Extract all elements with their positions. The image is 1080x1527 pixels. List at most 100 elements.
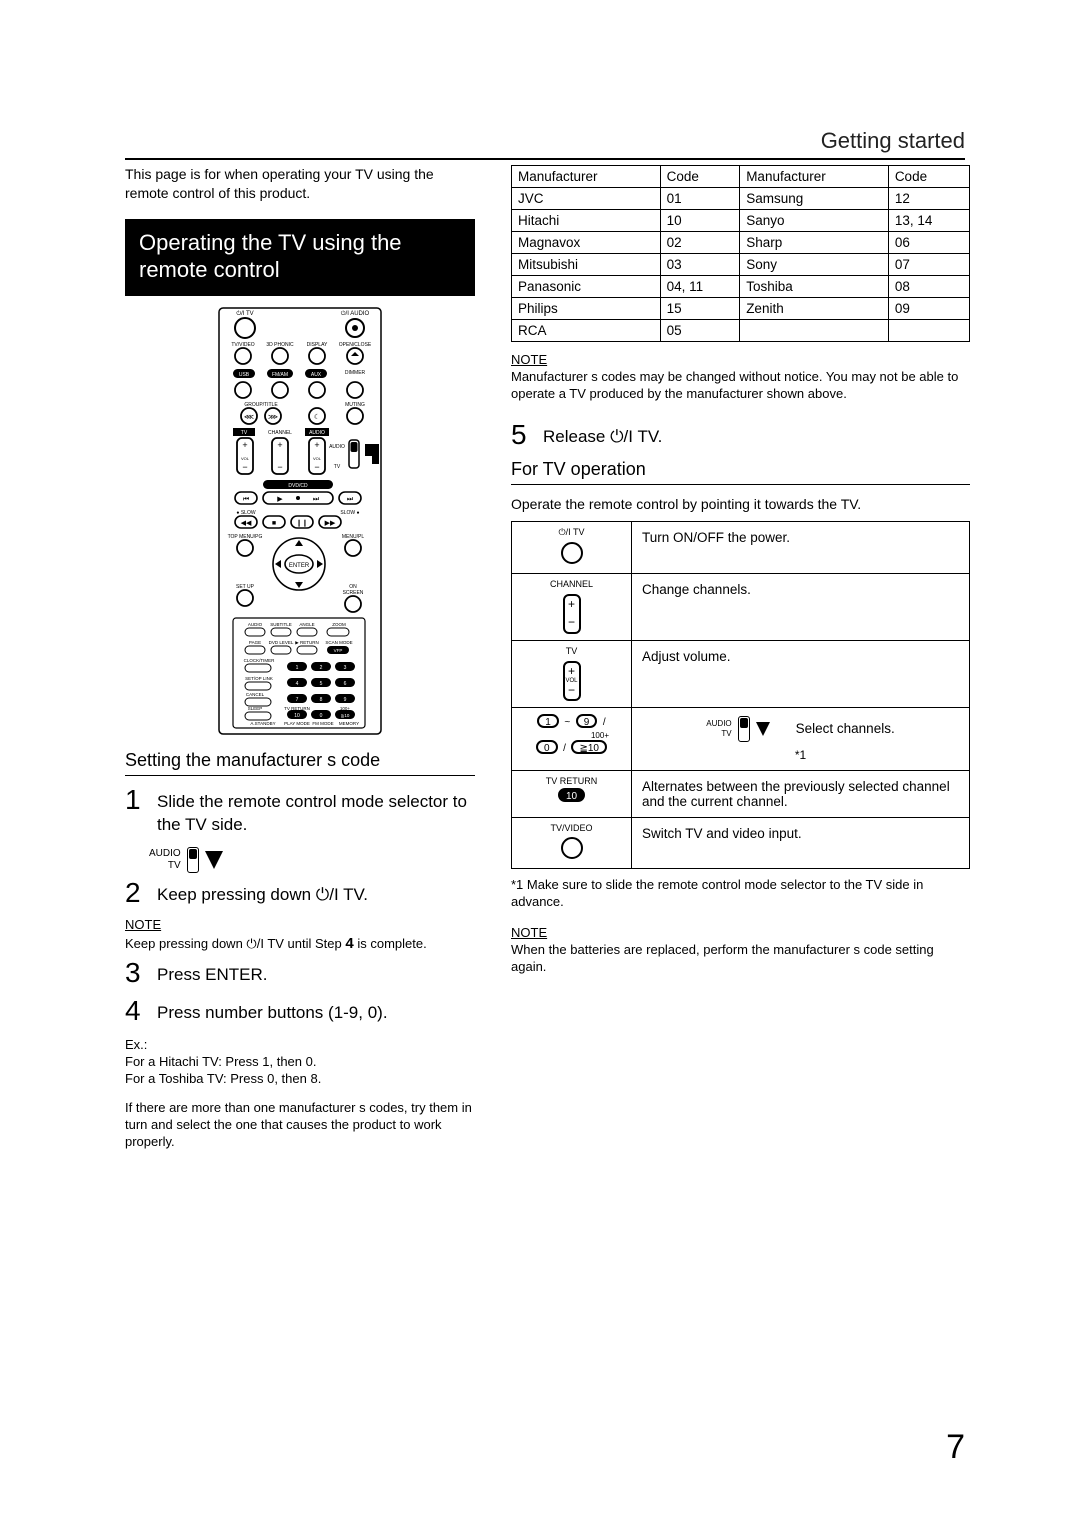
table-row: CHANNEL +− Change channels.	[512, 573, 970, 640]
table-cell: Philips	[512, 298, 661, 320]
svg-text:AUX: AUX	[311, 372, 322, 378]
svg-text:TV/VIDEO: TV/VIDEO	[231, 342, 254, 348]
desc: Adjust volume.	[632, 640, 970, 707]
ex-line: For a Hitachi TV: Press 1, then 0.	[125, 1054, 475, 1071]
svg-text:▶: ▶	[277, 496, 283, 503]
table-row: Panasonic04, 11Toshiba08	[512, 276, 970, 298]
table-row: TV +VOL− Adjust volume.	[512, 640, 970, 707]
power-icon: ⏻/I	[246, 936, 264, 951]
section-title-box: Operating the TV using the remote contro…	[125, 219, 475, 296]
svg-text:ANGLE: ANGLE	[299, 622, 314, 627]
section-header: Getting started	[821, 128, 965, 154]
note-label: NOTE	[125, 917, 475, 932]
t: TV.	[343, 885, 368, 904]
svg-text:7: 7	[296, 697, 299, 703]
table-cell: 10	[660, 210, 740, 232]
svg-text:▶▶: ▶▶	[325, 520, 336, 527]
svg-text:SLOW ●: SLOW ●	[340, 510, 359, 516]
table-cell: 09	[888, 298, 969, 320]
table-cell: 13, 14	[888, 210, 969, 232]
table-row: 1 ~ 9 / 100+ 0 / ≧10 AUD	[512, 707, 970, 770]
tv-video-label: TV/VIDEO	[516, 824, 627, 834]
t: TV until Step	[267, 936, 345, 951]
th: Manufacturer	[512, 166, 661, 188]
table-row: RCA05	[512, 320, 970, 342]
svg-text:⋙: ⋙	[268, 414, 278, 421]
power-icon: ⏻/I	[610, 427, 633, 446]
table-cell: Magnavox	[512, 232, 661, 254]
table-cell: RCA	[512, 320, 661, 342]
svg-text:◀◀: ◀◀	[241, 520, 252, 527]
step-number: 4	[125, 997, 147, 1025]
step-number: 1	[125, 786, 147, 814]
slider-icon	[187, 847, 199, 873]
table-cell: 07	[888, 254, 969, 276]
footnote-ref: *1	[642, 748, 959, 762]
svg-text:5: 5	[320, 681, 323, 687]
table-row: JVC01Samsung12	[512, 188, 970, 210]
svg-text:6: 6	[344, 681, 347, 687]
volume-rocker-icon: +VOL−	[563, 661, 581, 701]
svg-text:2: 2	[320, 665, 323, 671]
svg-text:−: −	[314, 462, 319, 472]
svg-text:FM/AM: FM/AM	[272, 372, 288, 378]
header-rule	[125, 158, 965, 160]
tv-label: TV	[516, 647, 627, 657]
table-cell: JVC	[512, 188, 661, 210]
svg-text:⏮: ⏮	[243, 496, 249, 503]
table-cell: Sanyo	[740, 210, 889, 232]
svg-text:❙❙: ❙❙	[296, 519, 308, 527]
svg-text:OPEN/CLOSE: OPEN/CLOSE	[339, 342, 372, 348]
t: 4	[345, 935, 353, 952]
step-number: 2	[125, 879, 147, 907]
svg-text:A.STANDBY: A.STANDBY	[250, 721, 275, 726]
table-cell: Samsung	[740, 188, 889, 210]
svg-text:SCAN MODE: SCAN MODE	[325, 640, 352, 645]
svg-text:GROUP/TITLE: GROUP/TITLE	[244, 402, 278, 408]
table-cell: 04, 11	[660, 276, 740, 298]
svg-text:DVD/CD: DVD/CD	[288, 483, 308, 489]
icon-cell: TV +VOL−	[512, 640, 632, 707]
svg-text:MENU/PL: MENU/PL	[342, 534, 364, 540]
tv-return-label: TV RETURN	[516, 777, 627, 787]
num-0-icon: 0	[536, 740, 558, 754]
right-column: Manufacturer Code Manufacturer Code JVC0…	[505, 165, 970, 1151]
svg-text:9: 9	[344, 697, 347, 703]
icon-cell: TV RETURN 10	[512, 770, 632, 817]
rule	[125, 775, 475, 776]
svg-text:+: +	[277, 440, 282, 450]
svg-text:TOP MENU/PG: TOP MENU/PG	[228, 534, 263, 540]
svg-text:PAGE: PAGE	[249, 640, 261, 645]
svg-text:TV: TV	[334, 464, 341, 470]
desc: Turn ON/OFF the power.	[632, 521, 970, 573]
note-body: Manufacturer s codes may be changed with…	[511, 369, 970, 403]
sw-audio-label: AUDIO	[706, 719, 731, 728]
tv-operation-table: ⏻/I TV Turn ON/OFF the power. CHANNEL +−…	[511, 521, 970, 869]
th: Code	[660, 166, 740, 188]
table-cell: Zenith	[740, 298, 889, 320]
svg-text:CLOCK/TIMER: CLOCK/TIMER	[244, 658, 276, 663]
page-number: 7	[946, 1428, 965, 1467]
desc-cell: AUDIO TV Select channels. *1	[632, 707, 970, 770]
svg-text:ENTER: ENTER	[289, 563, 310, 569]
table-cell: 03	[660, 254, 740, 276]
tv-return-button-icon: 10	[558, 788, 585, 802]
svg-text:⋘: ⋘	[244, 414, 254, 421]
svg-text:DIMMER: DIMMER	[345, 370, 366, 376]
svg-text:DISPLAY: DISPLAY	[307, 342, 328, 348]
num-1-icon: 1	[537, 714, 559, 728]
svg-text:VOL: VOL	[241, 456, 250, 461]
table-cell: Hitachi	[512, 210, 661, 232]
svg-text:▶ RETURN: ▶ RETURN	[295, 640, 318, 645]
table-cell: 05	[660, 320, 740, 342]
svg-text:SUBTITLE: SUBTITLE	[270, 622, 292, 627]
table-row: TV RETURN 10 Alternates between the prev…	[512, 770, 970, 817]
svg-text:≧10: ≧10	[341, 713, 350, 718]
power-button-icon	[561, 542, 583, 564]
desc: Switch TV and video input.	[632, 817, 970, 869]
t: TV.	[637, 427, 662, 446]
svg-text:+: +	[242, 440, 247, 450]
svg-text:● SLOW: ● SLOW	[236, 510, 255, 516]
step-text: Release ⏻/I TV.	[543, 421, 662, 449]
num-9-icon: 9	[576, 714, 598, 728]
